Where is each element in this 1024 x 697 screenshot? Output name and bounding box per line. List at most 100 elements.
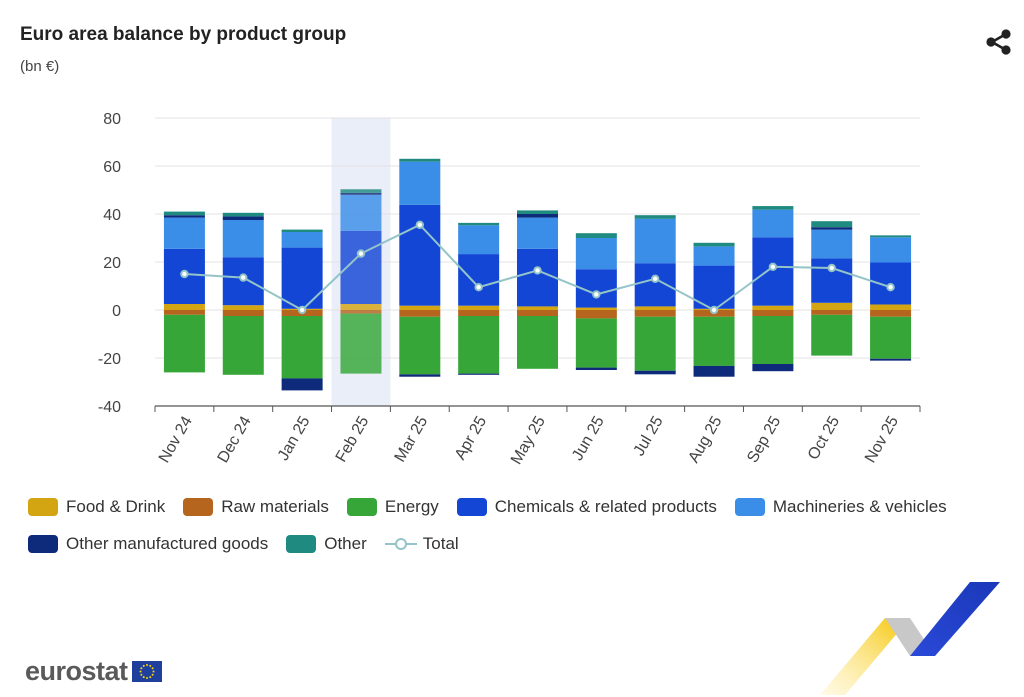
eurostat-logo: eurostat [25,656,162,687]
bar-segment-food_drink [811,302,853,310]
y-tick-label: 80 [103,111,121,128]
total-point [180,269,189,279]
bar-segment-energy [281,316,323,379]
bar-segment-other [281,229,323,232]
bar-segment-other [399,158,441,162]
legend-line-marker [384,535,417,553]
legend-swatch [456,498,487,516]
bar-segment-chemicals [634,263,676,307]
bar-segment-machineries [575,238,617,270]
eu-star [139,667,142,670]
legend-row: Other manufactured goods Other Total [28,531,1018,557]
eu-star [148,664,151,667]
legend-label: Other manufactured goods [66,534,269,553]
bar-segment-other_manufactured [811,227,853,230]
chart-title: Euro area balance by product group [20,24,347,45]
eu-star [151,667,154,670]
bar-segment-other_manufactured [163,215,205,218]
total-point [415,220,425,230]
bar-segment-other [222,212,264,217]
total-point [650,274,660,283]
total-point [239,273,248,282]
logo-wordmark: eurostat [25,656,128,686]
eu-star [139,673,142,676]
y-tick-label: 60 [103,159,121,176]
x-tick-label: Sep 25 [744,413,784,466]
bar-segment-raw_materials [575,310,617,319]
bar-segment-other [634,215,676,219]
eu-star [152,670,155,673]
bar-segment-other_manufactured [281,378,323,391]
bar-segment-other_manufactured [575,367,617,370]
bar-segment-chemicals [281,247,323,309]
bar-segment-food_drink [517,306,558,310]
bar-segment-machineries [399,161,441,205]
bar-segment-energy [222,316,264,375]
bar-segment-other_manufactured [634,370,676,375]
legend-item[interactable]: Chemicals & related products [456,497,717,517]
legend-swatch [346,498,377,516]
total-point [886,283,895,292]
y-tick-label: 0 [112,303,121,320]
bar-segment-chemicals [458,254,500,306]
legend-item[interactable]: Total [384,534,459,554]
bar-segment-other_manufactured [340,192,382,195]
bar-segment-food_drink [222,305,264,310]
bar-segment-raw_materials [222,310,264,316]
bar-segment-other [870,235,912,238]
legend-item[interactable]: Machineries & vehicles [734,497,947,517]
eu-star [148,676,151,679]
bar-segment-machineries [458,225,500,255]
legend-swatch [183,498,214,516]
legend-swatch [28,498,58,516]
y-tick-label: 20 [103,255,121,272]
bar-segment-other [163,211,205,216]
bar-segment-energy [575,318,617,368]
bar-segment-raw_materials [752,310,794,316]
legend-label: Total [422,534,459,553]
total-point [356,249,366,258]
bar-segment-energy [517,316,558,369]
bar-segment-machineries [281,232,323,248]
legend-label: Other [324,534,367,553]
bar-segment-other_manufactured [517,214,558,218]
bar-segment-energy [340,313,382,374]
bar-segment-raw_materials [634,310,676,317]
bar-segment-energy [693,316,735,366]
x-tick-label: Jan 25 [275,413,314,463]
bar-segment-food_drink [634,306,676,310]
bar-segment-other_manufactured [870,358,912,361]
legend-label: Energy [384,497,439,516]
bar-segment-machineries [517,217,558,249]
bar-segment-machineries [634,218,676,264]
chart-legend: Food & Drink Raw materials Energy Chemicals… [28,494,1018,568]
eu-star [142,664,145,667]
y-tick-label: -20 [98,351,121,368]
legend-item[interactable]: Food & Drink [28,497,165,517]
bar-segment-machineries [693,246,735,266]
bar-segment-energy [399,316,441,375]
bar-segment-other [517,210,558,214]
legend-item[interactable]: Energy [346,497,439,517]
bar-segment-food_drink [575,307,617,310]
chart-unit-subtitle: (bn €) [20,58,60,75]
share-icon[interactable] [984,28,1014,56]
bar-segment-energy [458,316,500,374]
legend-swatch [28,535,58,553]
bar-segment-food_drink [399,305,441,310]
bar-segment-raw_materials [340,310,382,314]
bar-segment-other [458,222,500,226]
bar-segment-food_drink [163,304,205,310]
legend-item[interactable]: Other manufactured goods [28,534,268,554]
x-tick-label: May 25 [508,413,549,467]
bar-segment-raw_materials [870,310,912,317]
eu-star [145,664,148,666]
stacked-bar-chart[interactable]: 80 60 40 20 0 -20 -40 Nov 24 Dec 24 Jan 25 Feb 25 M… [0,0,1024,480]
eu-star [142,676,145,679]
legend-item[interactable]: Other [286,534,367,554]
bar-segment-chemicals [752,237,794,306]
bar-segment-raw_materials [163,310,205,315]
bar-segment-machineries [752,209,794,238]
legend-item[interactable]: Raw materials [183,497,329,517]
bar-segment-chemicals [399,204,441,306]
